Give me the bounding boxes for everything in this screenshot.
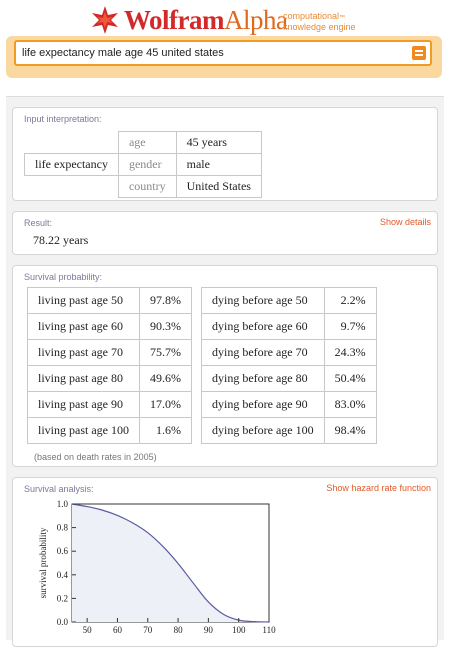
survival-value: 17.0% xyxy=(138,391,192,418)
y-tick-label: 0.6 xyxy=(57,546,69,556)
y-tick-label: 1.0 xyxy=(57,499,69,509)
survival-row: dying before age 80 50.4% xyxy=(201,365,377,392)
pod-title-result: Result: xyxy=(24,218,53,228)
survival-row: living past age 50 97.8% xyxy=(27,287,192,314)
dying-table: dying before age 50 2.2% dying before age … xyxy=(201,287,377,444)
x-tick-label: 100 xyxy=(232,625,246,635)
input-value: male xyxy=(175,153,262,176)
survival-row: living past age 60 90.3% xyxy=(27,313,192,340)
input-interpretation-table: age 45 years life expectancy gender male… xyxy=(24,131,262,198)
y-axis-label: survival probability xyxy=(38,527,48,598)
survival-label: dying before age 50 xyxy=(201,287,325,314)
survival-analysis-pod: Survival analysis: Show hazard rate func… xyxy=(12,477,438,647)
y-tick-label: 0.4 xyxy=(57,570,69,580)
survival-line xyxy=(71,503,270,623)
survival-chart: 0.0 0.2 0.4 0.6 0.8 1.0 50 60 70 80 90 100 110 surviv… xyxy=(38,499,276,635)
survival-label: dying before age 60 xyxy=(201,313,325,340)
x-tick-label: 70 xyxy=(143,625,153,635)
living-table: living past age 50 97.8% living past age 6… xyxy=(27,287,192,444)
survival-label: living past age 90 xyxy=(27,391,140,418)
x-tick-label: 110 xyxy=(262,625,276,635)
survival-probability-pod: Survival probability: living past age 50… xyxy=(12,265,438,467)
input-interpretation-pod: Input interpretation: age 45 years life … xyxy=(12,107,438,201)
tagline-line2: knowledge engine xyxy=(283,22,356,32)
pod-title-survival: Survival probability: xyxy=(24,272,103,282)
survival-row: living past age 90 17.0% xyxy=(27,391,192,418)
equals-icon[interactable] xyxy=(412,46,426,60)
survival-value: 90.3% xyxy=(138,313,192,340)
results-area: Input interpretation: age 45 years life … xyxy=(6,96,444,647)
tagline: computational™ knowledge engine xyxy=(283,12,356,32)
show-hazard-rate-link[interactable]: Show hazard rate function xyxy=(326,483,431,493)
input-main-label: life expectancy xyxy=(24,153,119,176)
y-tick-label: 0.0 xyxy=(57,617,69,627)
x-tick-label: 50 xyxy=(83,625,93,635)
survival-value: 2.2% xyxy=(323,287,377,314)
survival-label: living past age 80 xyxy=(27,365,140,392)
wolfram-alpha-logo[interactable]: Wolfram Alpha xyxy=(90,3,288,37)
survival-value: 97.8% xyxy=(138,287,192,314)
logo-alpha-text: Alpha xyxy=(223,4,288,35)
survival-row: living past age 100 1.6% xyxy=(27,417,192,444)
tagline-line1: computational xyxy=(283,11,340,21)
survival-row: dying before age 60 9.7% xyxy=(201,313,377,340)
survival-footnote: (based on death rates in 2005) xyxy=(34,452,157,462)
survival-label: living past age 50 xyxy=(27,287,140,314)
survival-value: 24.3% xyxy=(323,339,377,366)
y-tick-label: 0.2 xyxy=(57,593,68,603)
input-key: gender xyxy=(117,153,177,176)
show-details-link[interactable]: Show details xyxy=(379,217,431,227)
survival-value: 49.6% xyxy=(138,365,192,392)
survival-value: 83.0% xyxy=(323,391,377,418)
input-key: country xyxy=(117,175,177,198)
survival-value: 9.7% xyxy=(323,313,377,340)
result-pod: Result: Show details 78.22 years xyxy=(12,211,438,255)
x-tick-label: 80 xyxy=(174,625,184,635)
search-input[interactable]: life expectancy male age 45 united state… xyxy=(14,40,432,66)
input-value: United States xyxy=(175,175,262,198)
survival-label: living past age 70 xyxy=(27,339,140,366)
survival-row: dying before age 100 98.4% xyxy=(201,417,377,444)
input-value: 45 years xyxy=(175,131,262,154)
survival-value: 98.4% xyxy=(323,417,377,444)
survival-label: living past age 60 xyxy=(27,313,140,340)
input-key: age xyxy=(117,131,177,154)
survival-row: dying before age 90 83.0% xyxy=(201,391,377,418)
survival-label: dying before age 80 xyxy=(201,365,325,392)
search-input-value[interactable]: life expectancy male age 45 united state… xyxy=(22,47,224,59)
header: Wolfram Alpha computational™ knowledge en… xyxy=(0,0,450,96)
survival-area xyxy=(72,504,269,622)
result-value: 78.22 years xyxy=(33,233,89,247)
pod-title-input: Input interpretation: xyxy=(24,114,102,124)
trademark-symbol: ™ xyxy=(339,15,346,21)
survival-label: dying before age 70 xyxy=(201,339,325,366)
survival-label: living past age 100 xyxy=(27,417,140,444)
survival-row: living past age 70 75.7% xyxy=(27,339,192,366)
survival-row: dying before age 50 2.2% xyxy=(201,287,377,314)
spikey-logo-icon xyxy=(92,6,118,34)
survival-label: dying before age 100 xyxy=(201,417,325,444)
survival-value: 1.6% xyxy=(138,417,192,444)
survival-label: dying before age 90 xyxy=(201,391,325,418)
survival-row: living past age 80 49.6% xyxy=(27,365,192,392)
survival-row: dying before age 70 24.3% xyxy=(201,339,377,366)
survival-value: 50.4% xyxy=(323,365,377,392)
survival-value: 75.7% xyxy=(138,339,192,366)
x-tick-label: 60 xyxy=(113,625,123,635)
x-tick-label: 90 xyxy=(204,625,214,635)
pod-title-analysis: Survival analysis: xyxy=(24,484,94,494)
logo-wolfram-text: Wolfram xyxy=(124,4,224,35)
y-tick-label: 0.8 xyxy=(57,523,69,533)
